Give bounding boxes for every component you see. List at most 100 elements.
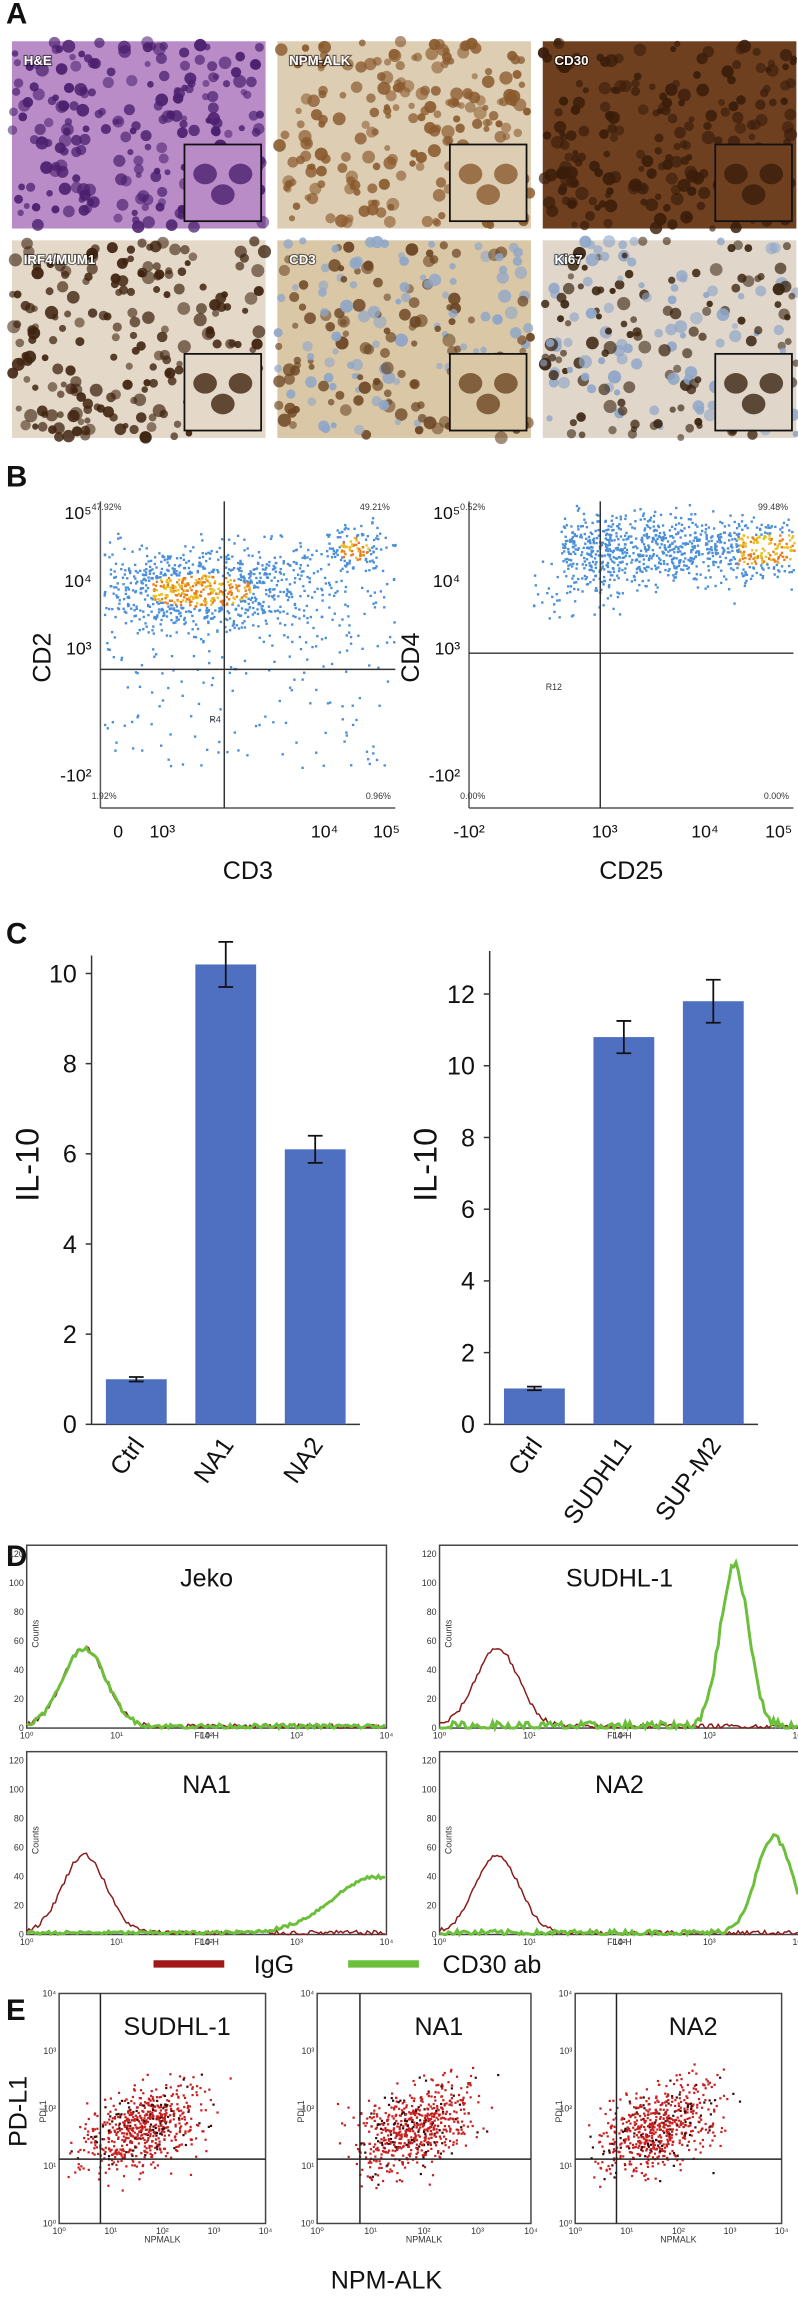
- event-dot: [719, 533, 722, 536]
- nucleus: [300, 150, 312, 162]
- event-dot: [157, 602, 160, 605]
- event-dot: [148, 2116, 151, 2119]
- event-dot: [326, 555, 329, 558]
- event-dot: [654, 510, 657, 514]
- event-dot: [212, 2103, 215, 2106]
- event-dot: [224, 617, 227, 621]
- event-dot: [169, 2120, 172, 2123]
- event-dot: [116, 2160, 120, 2163]
- event-dot: [370, 2117, 373, 2120]
- event-dot: [398, 2146, 402, 2149]
- nucleus: [366, 126, 378, 138]
- nucleus: [133, 164, 144, 175]
- event-dot: [689, 556, 692, 560]
- event-dot: [127, 588, 131, 591]
- event-dot: [203, 581, 206, 584]
- event-dot: [415, 2122, 419, 2125]
- event-dot: [202, 588, 205, 591]
- event-dot: [217, 587, 220, 590]
- event-dot: [163, 2113, 166, 2116]
- event-dot: [571, 536, 574, 539]
- event-dot: [604, 520, 607, 524]
- event-dot: [626, 537, 630, 540]
- histogram-curve: [26, 1852, 385, 1936]
- x-tick-label: 10²: [200, 1730, 213, 1740]
- event-dot: [662, 559, 666, 563]
- event-dot: [405, 2135, 408, 2138]
- nucleus: [598, 200, 607, 208]
- event-dot: [98, 2172, 101, 2175]
- event-dot: [159, 2109, 162, 2112]
- event-dot: [211, 597, 214, 601]
- event-dot: [430, 2136, 433, 2139]
- event-dot: [340, 579, 343, 583]
- event-dot: [395, 2131, 398, 2135]
- event-dot: [384, 2127, 387, 2130]
- event-dot: [450, 2087, 453, 2090]
- nucleus: [626, 331, 634, 339]
- event-dot: [431, 2174, 435, 2177]
- y-tick-label: 0: [432, 1723, 437, 1733]
- event-dot: [258, 581, 262, 584]
- event-dot: [157, 2118, 161, 2121]
- y-tick-label: 6: [63, 1141, 77, 1169]
- event-dot: [684, 543, 687, 546]
- event-dot: [176, 2149, 179, 2153]
- event-dot: [351, 543, 354, 546]
- nucleus: [94, 37, 105, 48]
- event-dot: [227, 598, 231, 601]
- event-dot: [150, 2145, 153, 2148]
- event-dot: [188, 2129, 192, 2132]
- event-dot: [571, 531, 574, 535]
- event-dot: [441, 2110, 445, 2114]
- event-dot: [141, 587, 145, 590]
- event-dot: [169, 603, 173, 607]
- nucleus: [32, 262, 42, 272]
- event-dot: [129, 581, 133, 585]
- event-dot: [199, 2103, 203, 2106]
- event-dot: [408, 2111, 411, 2114]
- nucleus: [394, 35, 407, 48]
- event-dot: [307, 594, 310, 598]
- event-dot: [226, 571, 230, 575]
- event-dot: [754, 562, 758, 565]
- event-dot: [572, 574, 575, 578]
- nucleus: [417, 113, 426, 122]
- event-dot: [148, 2146, 151, 2149]
- event-dot: [363, 2143, 366, 2146]
- event-dot: [597, 554, 601, 557]
- event-dot: [123, 2122, 126, 2125]
- event-dot: [143, 2117, 146, 2120]
- event-dot: [609, 549, 613, 553]
- event-dot: [97, 2178, 101, 2181]
- nucleus: [355, 61, 367, 73]
- event-dot: [389, 2137, 393, 2141]
- event-dot: [333, 594, 336, 598]
- event-dot: [569, 559, 573, 562]
- event-dot: [163, 555, 166, 559]
- event-dot: [270, 579, 273, 582]
- nucleus: [21, 352, 30, 360]
- event-dot: [425, 2128, 429, 2131]
- event-dot: [141, 582, 144, 585]
- event-dot: [306, 658, 309, 661]
- nucleus: [481, 75, 495, 88]
- event-dot: [748, 557, 751, 561]
- event-dot: [627, 535, 631, 538]
- event-dot: [735, 545, 738, 549]
- event-dot: [165, 2108, 168, 2111]
- event-dot: [139, 2126, 142, 2129]
- nucleus: [623, 381, 636, 394]
- event-dot: [433, 2119, 436, 2122]
- event-dot: [155, 566, 158, 569]
- event-dot: [613, 578, 616, 582]
- event-dot: [778, 543, 781, 546]
- event-dot: [450, 2068, 453, 2071]
- event-dot: [374, 2143, 377, 2146]
- nucleus: [82, 125, 90, 133]
- event-dot: [181, 607, 184, 610]
- nucleus: [358, 39, 366, 47]
- event-dot: [181, 2117, 184, 2120]
- event-dot: [600, 554, 604, 557]
- event-dot: [438, 2135, 441, 2138]
